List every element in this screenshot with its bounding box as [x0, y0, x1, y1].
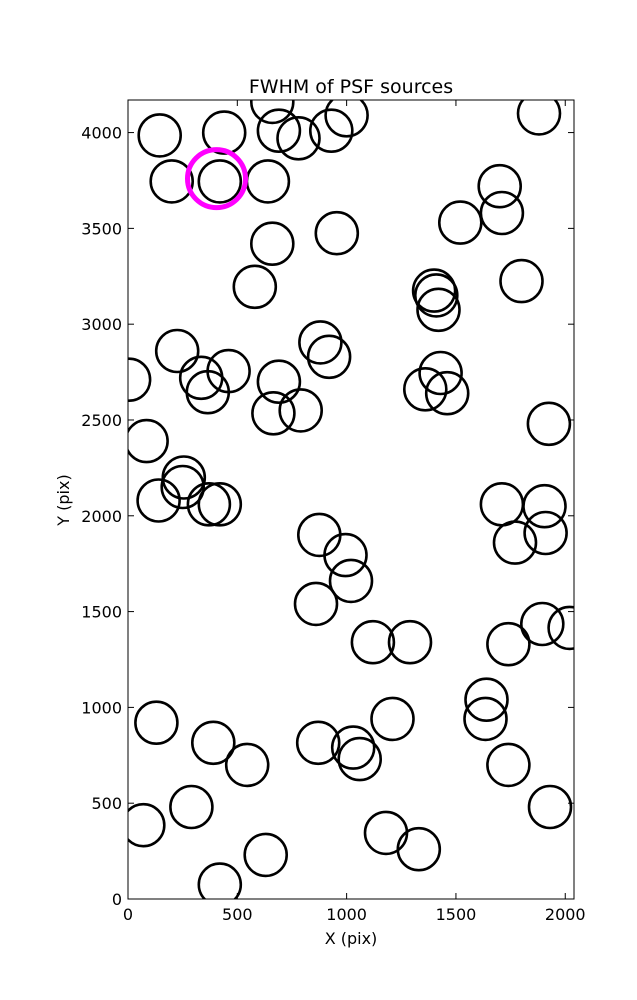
y-tick-label: 3500 — [81, 219, 122, 238]
source-marker — [323, 532, 368, 578]
source-marker — [308, 108, 354, 153]
source-marker — [337, 736, 383, 782]
source-marker — [278, 388, 324, 433]
source-marker — [363, 810, 409, 856]
source-marker — [522, 483, 567, 529]
x-axis: 0 500 1000 1500 2000 — [123, 100, 586, 924]
source-marker — [128, 802, 166, 848]
source-marker — [250, 100, 295, 125]
source-marker — [486, 742, 531, 788]
x-tick-label: 1500 — [436, 905, 477, 924]
x-axis-label: X (pix) — [325, 929, 378, 948]
source-marker — [232, 264, 278, 310]
source-marker — [249, 221, 295, 266]
x-tick-label: 0 — [123, 905, 133, 924]
source-marker — [160, 464, 205, 510]
source-marker — [387, 619, 433, 665]
source-marker — [477, 163, 523, 209]
y-tick-label: 1500 — [81, 603, 122, 622]
source-marker — [197, 159, 243, 204]
source-marker — [402, 366, 448, 412]
source-marker — [293, 581, 339, 627]
source-marker — [245, 159, 291, 204]
source-marker — [295, 720, 341, 766]
source-marker — [350, 619, 396, 665]
source-marker — [197, 862, 243, 899]
y-axis: 0 500 1000 1500 2000 2500 3000 3500 4000 — [81, 124, 574, 909]
source-marker — [499, 258, 544, 304]
source-marker — [396, 826, 442, 872]
source-marker — [197, 481, 243, 527]
highlight-layer — [185, 147, 248, 211]
source-marker — [154, 328, 200, 374]
source-marker — [201, 110, 247, 155]
source-marker — [128, 418, 169, 464]
y-axis-label: Y (pix) — [54, 474, 73, 526]
source-marker — [324, 100, 369, 138]
source-marker — [169, 784, 214, 830]
source-marker — [306, 334, 352, 380]
y-tick-label: 2000 — [81, 507, 122, 526]
source-marker — [370, 696, 415, 742]
source-marker — [328, 558, 374, 604]
y-tick-label: 2500 — [81, 411, 122, 430]
x-tick-label: 1000 — [326, 905, 367, 924]
highlighted-source-marker — [185, 147, 248, 211]
source-marker — [191, 720, 236, 766]
source-marker — [464, 677, 509, 723]
source-marker — [296, 512, 342, 558]
source-marker — [330, 725, 376, 770]
source-marker — [161, 455, 207, 500]
data-markers — [128, 100, 574, 899]
source-marker — [492, 520, 538, 565]
source-marker — [134, 700, 179, 746]
source-marker — [479, 190, 525, 236]
source-marker — [224, 742, 270, 788]
source-marker — [418, 350, 463, 396]
source-marker — [424, 370, 470, 416]
source-marker — [527, 784, 573, 830]
source-marker — [186, 481, 232, 527]
y-tick-label: 0 — [112, 890, 122, 909]
source-marker — [519, 601, 565, 647]
source-marker — [416, 287, 461, 333]
source-marker — [149, 159, 194, 204]
y-tick-label: 500 — [91, 794, 122, 813]
source-marker — [256, 108, 302, 153]
source-marker — [547, 605, 574, 651]
source-marker — [411, 268, 457, 313]
source-marker — [523, 510, 568, 556]
source-marker — [463, 696, 508, 742]
chart-title: FWHM of PSF sources — [249, 76, 453, 98]
source-marker — [479, 481, 525, 527]
y-tick-label: 1000 — [81, 698, 122, 717]
source-marker — [128, 357, 152, 402]
source-marker — [516, 100, 562, 136]
source-marker — [251, 390, 296, 436]
source-marker — [298, 320, 343, 365]
x-tick-label: 500 — [222, 905, 253, 924]
source-marker — [256, 359, 302, 405]
source-marker — [526, 401, 572, 447]
source-marker — [437, 200, 483, 245]
source-marker — [314, 210, 360, 256]
source-marker — [136, 478, 181, 523]
source-marker — [243, 832, 289, 878]
plot-frame — [127, 99, 575, 900]
y-tick-label: 4000 — [81, 124, 122, 143]
source-marker — [185, 369, 231, 415]
source-marker — [413, 273, 459, 318]
x-tick-label: 2000 — [545, 905, 586, 924]
source-marker — [137, 113, 182, 158]
source-marker — [276, 116, 321, 161]
source-marker — [486, 621, 531, 667]
y-tick-label: 3000 — [81, 315, 122, 334]
